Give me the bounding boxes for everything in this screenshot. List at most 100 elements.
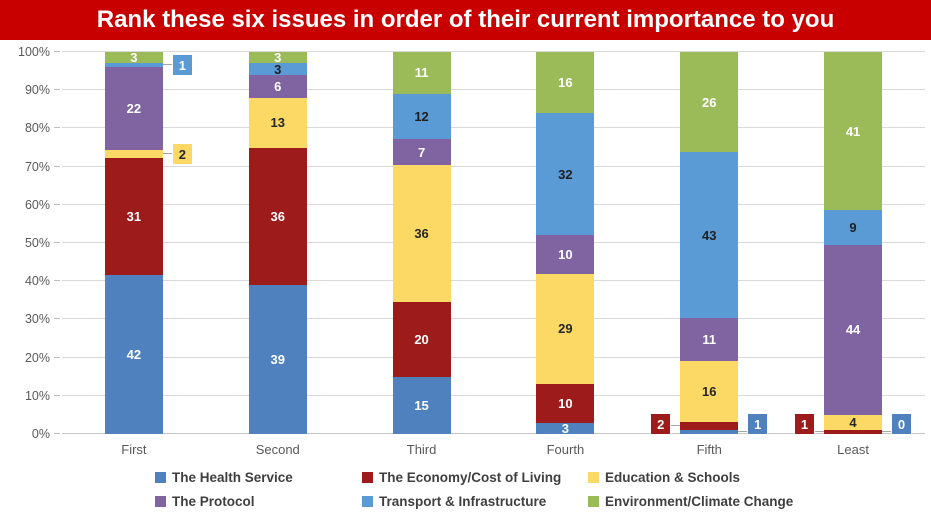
data-label: 3	[561, 420, 569, 436]
legend-label: Education & Schools	[605, 470, 741, 485]
legend-swatch	[362, 496, 373, 507]
data-label: 3	[130, 50, 138, 66]
data-label: 20	[414, 331, 429, 347]
bar-segment: 26	[680, 52, 739, 153]
legend-item: Environment/Climate Change	[588, 494, 828, 509]
data-label: 6	[274, 78, 282, 94]
bar-segment: 3	[536, 420, 595, 436]
legend-swatch	[588, 472, 599, 483]
callout-connector	[670, 425, 681, 427]
callout-label: 1	[748, 414, 768, 434]
gridline	[62, 280, 925, 282]
x-axis-label: Least	[837, 442, 869, 457]
gridline	[62, 51, 925, 52]
axis-tick	[54, 394, 60, 396]
callout-label: 1	[795, 414, 815, 434]
gridline	[62, 127, 925, 129]
legend: The Health Service The Economy/Cost of Li…	[155, 470, 828, 509]
gridline	[62, 165, 925, 167]
y-axis-label: 50%	[24, 236, 50, 250]
callout-connector	[814, 431, 825, 432]
gridline	[62, 356, 925, 358]
stacked-bar: 0 1 4 44 9 41	[795, 52, 912, 434]
plot-area: 42 31 2 22 1 3 39 36 13 6 3 3 15 20 36 7 12 11 3 10 29 10 32 16…	[54, 50, 925, 436]
stacked-bar: 15 20 36 7 12 11	[392, 52, 451, 434]
data-label: 41	[845, 123, 861, 139]
bar-band: 3 10 29 10 32 16	[493, 52, 637, 436]
callout-label: 1	[172, 55, 192, 76]
data-label: 32	[558, 166, 573, 182]
legend-swatch	[362, 472, 373, 483]
bar-segment	[824, 430, 883, 434]
x-axis-label: Third	[406, 442, 437, 457]
legend-label: The Economy/Cost of Living	[379, 470, 562, 485]
bar-segment: 4	[824, 414, 883, 431]
bar-band: 1 2 16 11 43 26	[637, 52, 781, 434]
bar-segment: 39	[248, 285, 307, 434]
callout-label: 0	[892, 414, 912, 434]
bar-segment: 31	[104, 157, 163, 276]
legend-label: The Health Service	[172, 470, 293, 485]
data-label: 13	[270, 115, 285, 131]
bar-segment: 29	[536, 273, 595, 385]
x-axis: First Second Third Fourth Fifth Least	[62, 434, 925, 458]
stacked-bar: 3 10 29 10 32 16	[536, 52, 595, 436]
gridline	[62, 433, 925, 434]
bar-segment: 20	[392, 301, 451, 378]
y-axis-label: 30%	[24, 312, 50, 327]
axis-tick	[54, 51, 60, 52]
x-axis-label: First	[121, 442, 147, 457]
legend-item: Transport & Infrastructure	[362, 494, 588, 509]
data-label: 16	[701, 384, 717, 400]
gridline	[62, 203, 925, 205]
legend-swatch	[155, 472, 166, 483]
data-label: 3	[274, 50, 282, 66]
legend-item: The Economy/Cost of Living	[362, 470, 588, 485]
data-label: 31	[126, 209, 142, 225]
axis-tick	[54, 165, 60, 167]
stacked-bar-chart: 0% 10% 20% 30% 40% 50% 60% 70% 80% 90% 100% 42 31 2 2…	[0, 45, 931, 457]
bar-segment: 44	[824, 244, 883, 415]
axis-tick	[54, 280, 60, 282]
legend-label: Environment/Climate Change	[605, 494, 794, 509]
callout-connector	[738, 431, 749, 432]
bar-segment: 10	[536, 235, 595, 274]
bar-band: 15 20 36 7 12 11	[350, 52, 494, 434]
legend-swatch	[155, 496, 166, 507]
bar-segment: 16	[536, 52, 595, 114]
bar-segment: 3	[104, 50, 163, 66]
bar-segment: 11	[680, 318, 739, 361]
bar-band: 42 31 2 22 1 3	[62, 50, 206, 434]
axis-tick	[54, 89, 60, 91]
y-axis-label: 70%	[24, 159, 50, 174]
bar-segment: 3	[248, 50, 307, 66]
legend-item: The Protocol	[155, 494, 362, 509]
bar-segment	[104, 150, 163, 158]
bar-segment: 41	[824, 52, 883, 211]
axis-tick	[54, 433, 60, 434]
axis-tick	[54, 127, 60, 129]
data-label: 36	[414, 226, 429, 242]
data-label: 44	[845, 322, 861, 338]
data-label: 36	[270, 208, 285, 224]
callout-label: 2	[651, 414, 671, 434]
bar-segment	[104, 63, 163, 68]
y-axis-label: 90%	[24, 83, 50, 98]
bar-band: 0 1 4 44 9 41	[781, 52, 925, 434]
legend-label: The Protocol	[172, 494, 255, 509]
bar-segment	[680, 430, 739, 434]
gridline	[62, 318, 925, 320]
bar-segment: 12	[392, 93, 451, 139]
axis-tick	[54, 356, 60, 358]
callout-connector	[162, 64, 173, 66]
legend-item: Education & Schools	[588, 470, 828, 485]
stacked-bar: 1 2 16 11 43 26	[651, 52, 768, 434]
bar-segment: 3	[248, 63, 307, 76]
data-label: 39	[270, 352, 285, 368]
bar-segment: 6	[248, 74, 307, 98]
axis-tick	[54, 203, 60, 205]
bar-segment: 32	[536, 113, 595, 236]
y-axis-label: 80%	[24, 121, 50, 136]
gridline	[62, 242, 925, 243]
data-label: 11	[702, 331, 717, 347]
